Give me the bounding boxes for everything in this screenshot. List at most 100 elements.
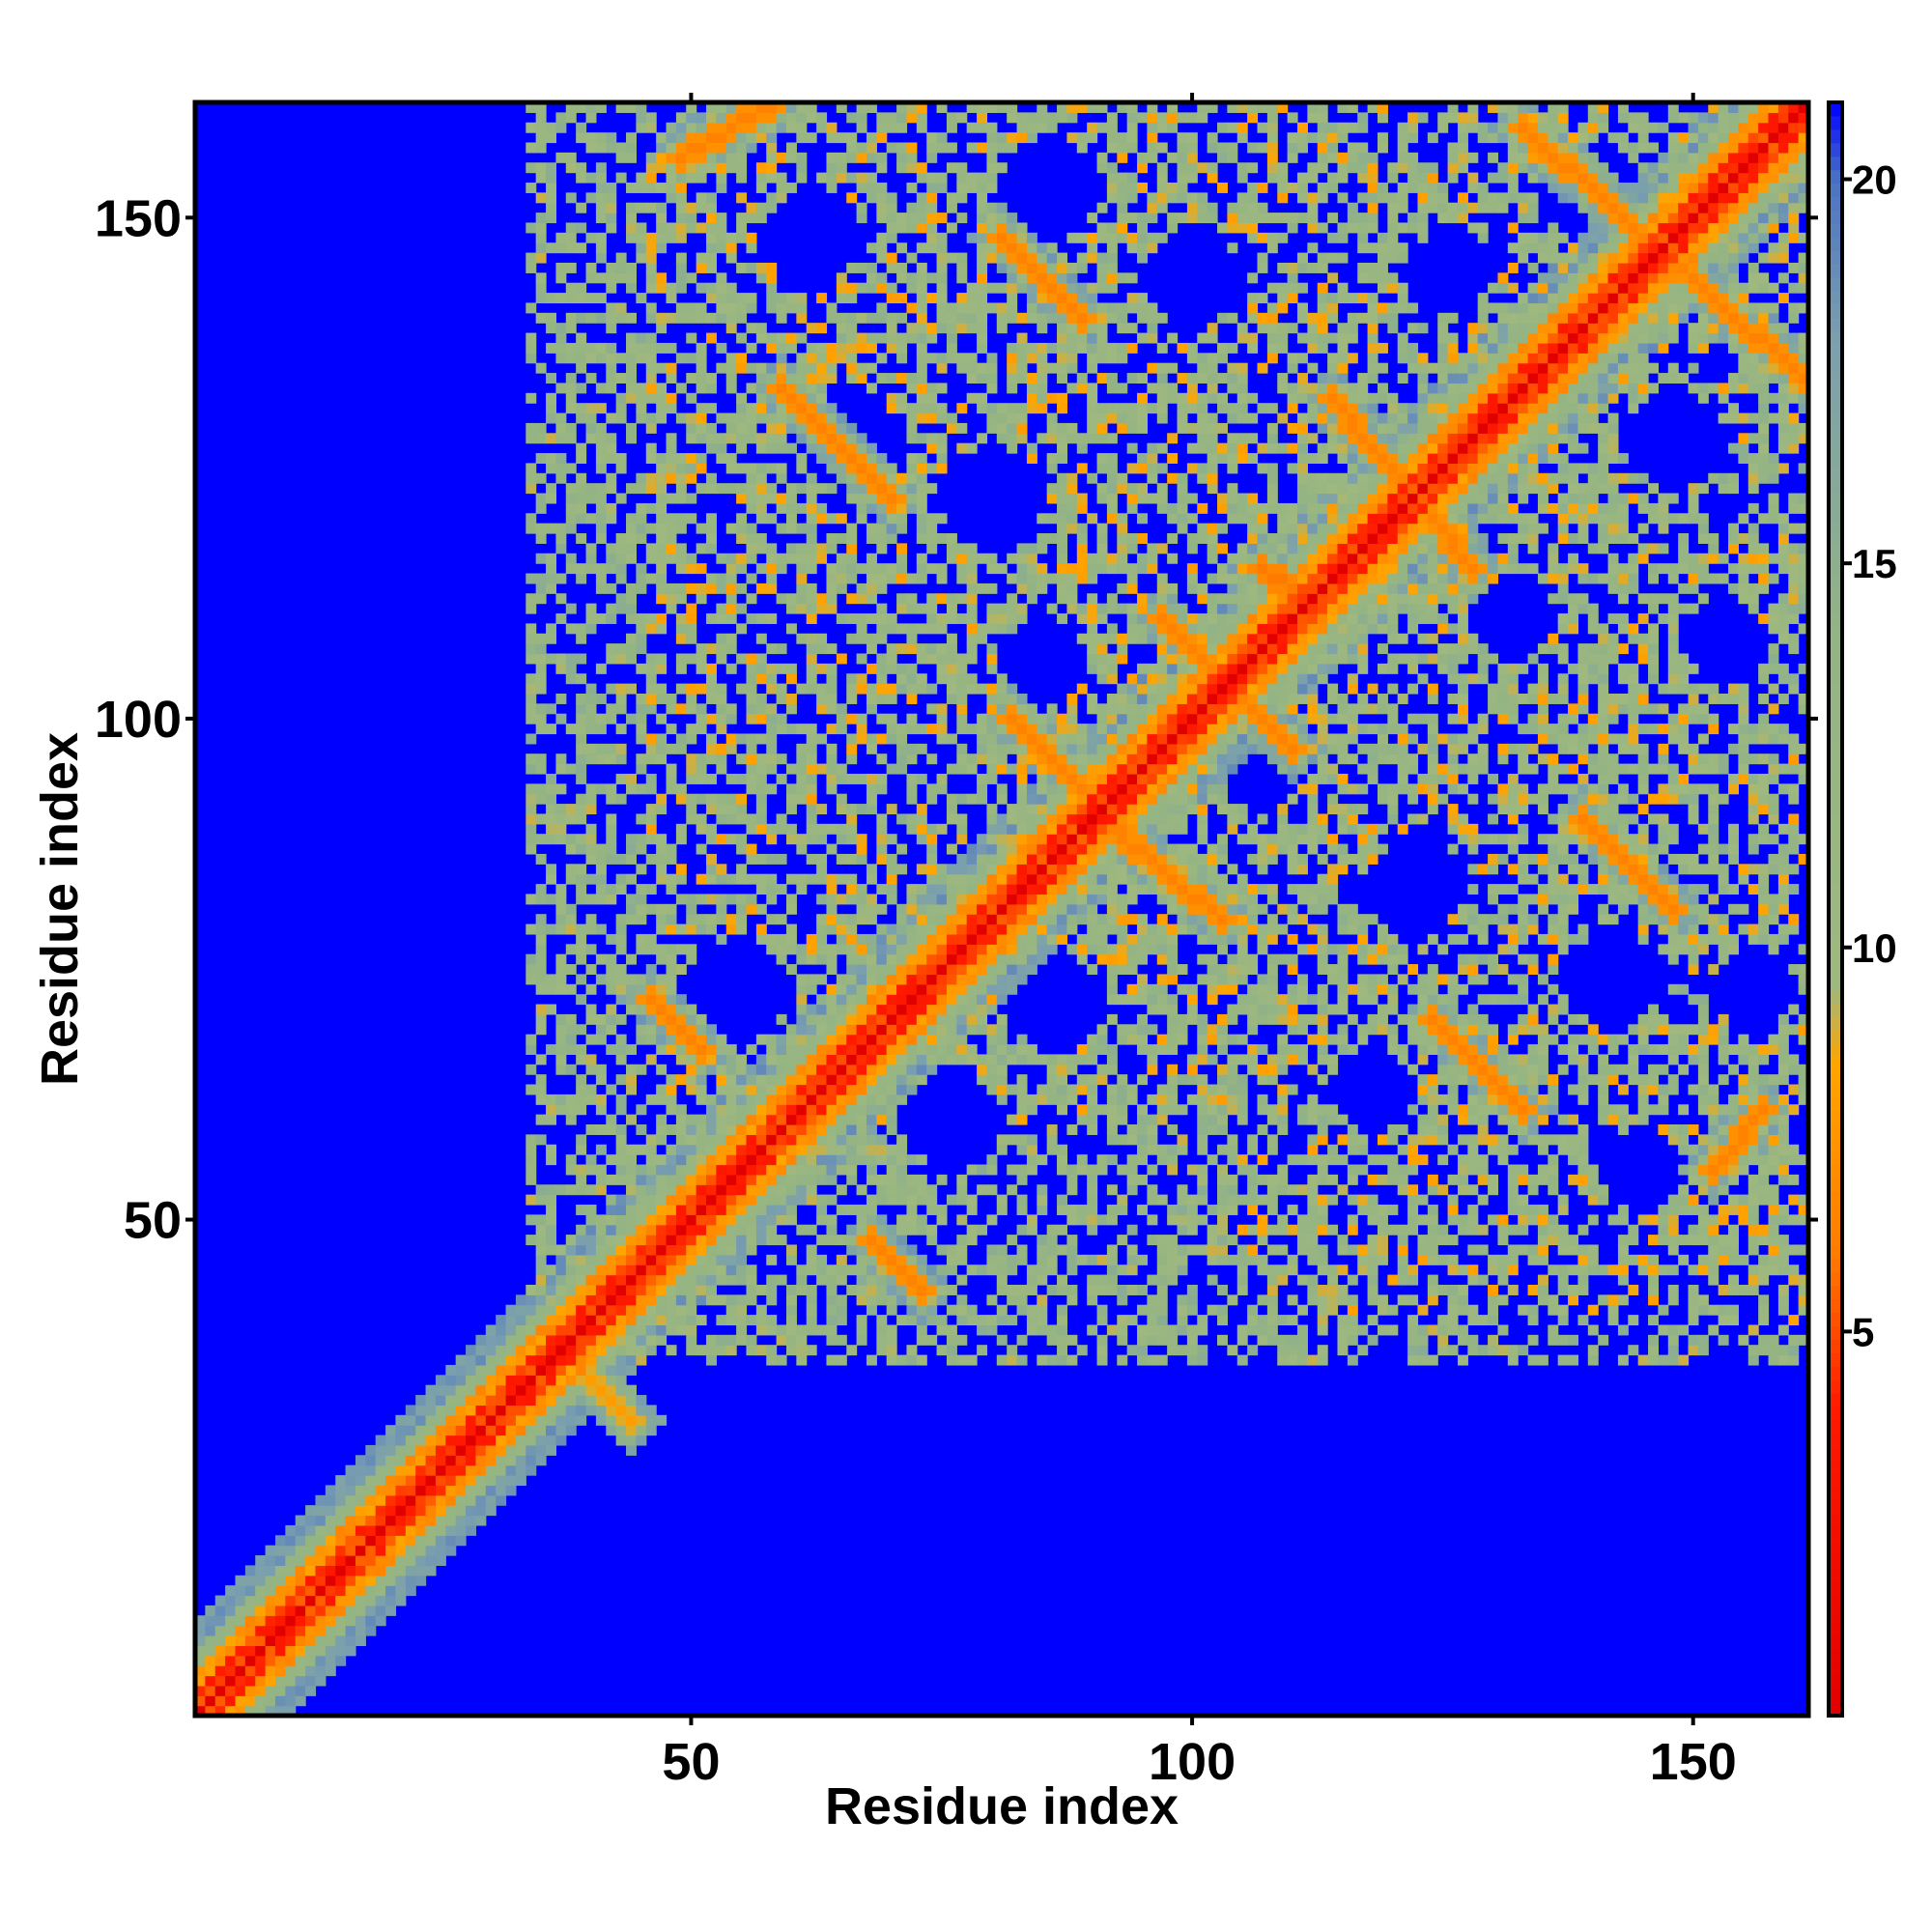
heatmap-cell bbox=[636, 693, 647, 704]
heatmap-cell bbox=[716, 1345, 727, 1356]
heatmap-cell bbox=[866, 1013, 877, 1025]
heatmap-cell bbox=[675, 823, 687, 835]
heatmap-cell bbox=[585, 843, 597, 855]
heatmap-cell bbox=[1046, 1134, 1058, 1146]
heatmap-cell bbox=[505, 1455, 517, 1466]
heatmap-cell bbox=[776, 1274, 787, 1286]
heatmap-cell bbox=[1076, 1114, 1088, 1125]
heatmap-cell bbox=[606, 1364, 617, 1376]
heatmap-cell bbox=[746, 894, 757, 905]
heatmap-cell bbox=[1026, 753, 1037, 765]
heatmap-cell bbox=[645, 783, 657, 795]
heatmap-cell bbox=[576, 1345, 587, 1356]
heatmap-cell bbox=[636, 753, 647, 765]
heatmap-cell bbox=[1057, 793, 1068, 805]
heatmap-cell bbox=[1057, 613, 1068, 624]
heatmap-cell bbox=[585, 623, 597, 635]
heatmap-cell bbox=[666, 974, 677, 985]
heatmap-cell bbox=[716, 573, 727, 584]
heatmap-cell bbox=[355, 1535, 366, 1547]
heatmap-cell bbox=[666, 884, 677, 895]
heatmap-cell bbox=[656, 523, 668, 534]
heatmap-cell bbox=[686, 272, 697, 284]
heatmap-cell bbox=[305, 1685, 317, 1696]
heatmap-cell bbox=[636, 353, 647, 364]
heatmap-cell bbox=[686, 1174, 697, 1185]
heatmap-cell bbox=[686, 1294, 697, 1306]
heatmap-cell bbox=[956, 1244, 968, 1256]
heatmap-cell bbox=[285, 1615, 297, 1627]
heatmap-cell bbox=[535, 213, 547, 224]
heatmap-cell bbox=[636, 1435, 647, 1446]
heatmap-cell bbox=[966, 172, 978, 184]
heatmap-cell bbox=[645, 663, 657, 674]
heatmap-cell bbox=[606, 383, 617, 394]
heatmap-cell bbox=[826, 603, 838, 614]
heatmap-cell bbox=[244, 1625, 256, 1636]
heatmap-cell bbox=[1066, 944, 1078, 955]
heatmap-cell bbox=[636, 713, 647, 724]
heatmap-cell bbox=[916, 1294, 927, 1306]
heatmap-cell bbox=[746, 483, 757, 495]
heatmap-cell bbox=[886, 1094, 897, 1105]
heatmap-cell bbox=[706, 192, 717, 204]
heatmap-cell bbox=[305, 1575, 317, 1586]
heatmap-cell bbox=[425, 1414, 437, 1426]
heatmap-cell bbox=[926, 944, 938, 955]
heatmap-cell bbox=[736, 1104, 748, 1116]
heatmap-cell bbox=[926, 1034, 938, 1045]
heatmap-cell bbox=[645, 362, 657, 374]
heatmap-cell bbox=[1007, 262, 1018, 273]
heatmap-cell bbox=[1037, 903, 1048, 915]
heatmap-cell bbox=[1016, 1204, 1028, 1215]
heatmap-cell bbox=[255, 1555, 267, 1567]
heatmap-cell bbox=[1037, 122, 1048, 133]
heatmap-cell bbox=[365, 1494, 377, 1506]
heatmap-cell bbox=[535, 663, 547, 674]
heatmap-cell bbox=[846, 132, 858, 144]
heatmap-cell bbox=[966, 643, 978, 655]
heatmap-cell bbox=[946, 1324, 957, 1336]
heatmap-cell bbox=[766, 1284, 778, 1295]
heatmap-cell bbox=[846, 1034, 858, 1045]
heatmap-cell bbox=[755, 1094, 767, 1105]
heatmap-cell bbox=[355, 1615, 366, 1627]
heatmap-cell bbox=[946, 763, 957, 775]
heatmap-cell bbox=[696, 1264, 707, 1276]
heatmap-cell bbox=[526, 964, 537, 976]
heatmap-cell bbox=[636, 1064, 647, 1075]
heatmap-cell bbox=[746, 1334, 757, 1346]
heatmap-cell bbox=[1007, 383, 1018, 394]
heatmap-cell bbox=[896, 974, 908, 985]
heatmap-cell bbox=[535, 242, 547, 254]
heatmap-cell bbox=[736, 1235, 748, 1246]
heatmap-cell bbox=[896, 753, 908, 765]
heatmap-cell bbox=[906, 1194, 918, 1206]
heatmap-cell bbox=[696, 843, 707, 855]
heatmap-cell bbox=[576, 1244, 587, 1256]
heatmap-cell bbox=[1046, 1144, 1058, 1155]
heatmap-cell bbox=[785, 493, 797, 504]
heatmap-cell bbox=[977, 843, 988, 855]
heatmap-cell bbox=[1046, 312, 1058, 324]
heatmap-cell bbox=[335, 1635, 347, 1646]
heatmap-cell bbox=[806, 1264, 817, 1276]
heatmap-cell bbox=[666, 693, 677, 704]
heatmap-cell bbox=[606, 643, 617, 655]
heatmap-cell bbox=[576, 122, 587, 133]
heatmap-cell bbox=[956, 933, 968, 945]
heatmap-cell bbox=[816, 1174, 828, 1185]
heatmap-cell bbox=[546, 773, 557, 784]
heatmap-cell bbox=[785, 1044, 797, 1055]
heatmap-cell bbox=[956, 262, 968, 273]
heatmap-cell bbox=[425, 1395, 437, 1406]
heatmap-cell bbox=[675, 513, 687, 525]
heatmap-cell bbox=[946, 933, 957, 945]
heatmap-cell bbox=[656, 923, 668, 935]
heatmap-cell bbox=[896, 1254, 908, 1265]
heatmap-cell bbox=[1016, 903, 1028, 915]
heatmap-cell bbox=[576, 1074, 587, 1086]
heatmap-cell bbox=[656, 202, 668, 213]
heatmap-cell bbox=[565, 1414, 577, 1426]
heatmap-cell bbox=[946, 633, 957, 644]
